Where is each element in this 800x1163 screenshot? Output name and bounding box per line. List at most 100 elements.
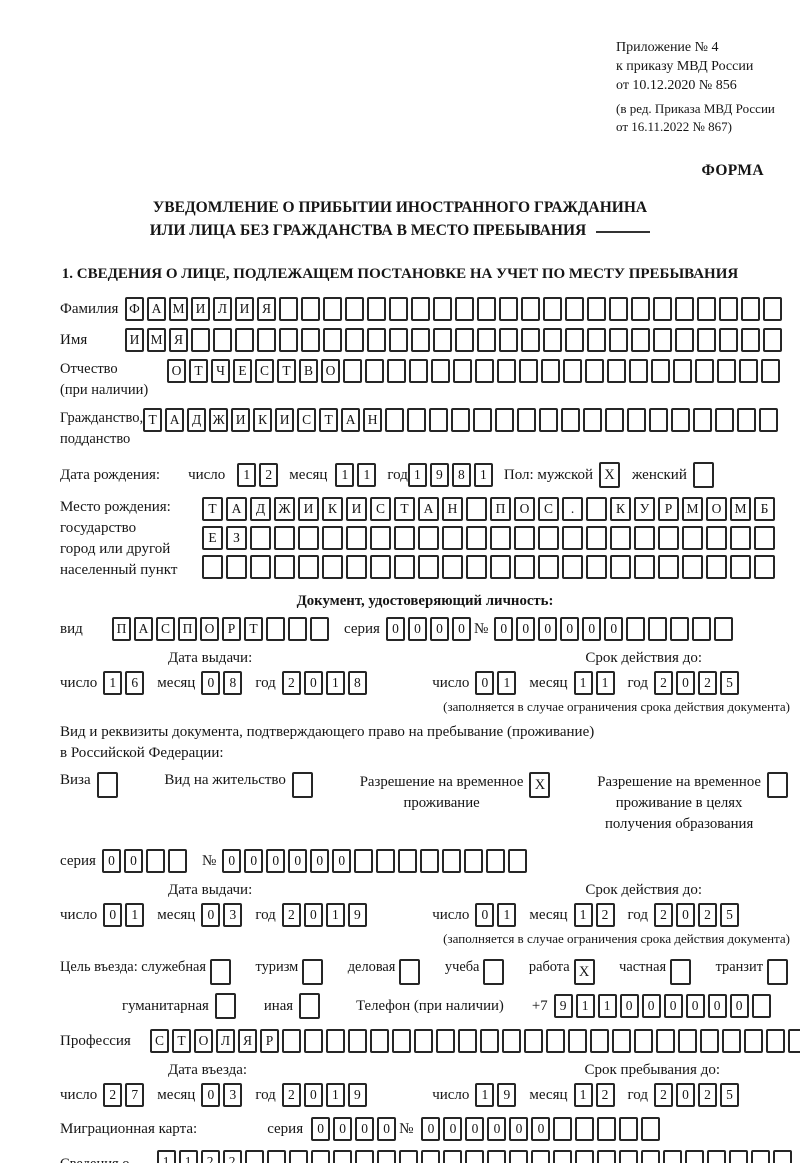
char-cell[interactable]: 1 — [475, 1083, 495, 1107]
char-cell[interactable]: 0 — [494, 617, 514, 641]
purpose-study-checkbox[interactable] — [483, 959, 505, 985]
char-cell[interactable] — [519, 359, 538, 383]
char-cell[interactable] — [641, 1117, 661, 1141]
char-cell[interactable] — [741, 297, 760, 321]
char-cell[interactable]: 0 — [429, 617, 449, 641]
char-cell[interactable] — [761, 359, 780, 383]
char-cell[interactable] — [754, 555, 775, 579]
char-cell[interactable]: 0 — [288, 849, 308, 873]
char-cell[interactable] — [376, 1150, 396, 1163]
char-cell[interactable]: 0 — [303, 1083, 323, 1107]
char-cell[interactable]: П — [490, 497, 511, 521]
char-cell[interactable]: И — [191, 297, 210, 321]
char-cell[interactable]: 0 — [103, 903, 123, 927]
char-cell[interactable] — [486, 1150, 506, 1163]
char-cell[interactable] — [543, 297, 562, 321]
char-cell[interactable] — [653, 297, 672, 321]
char-cell[interactable]: 0 — [303, 671, 323, 695]
char-cell[interactable]: 0 — [538, 617, 558, 641]
char-cell[interactable]: О — [514, 497, 535, 521]
char-cell[interactable] — [499, 328, 518, 352]
char-cell[interactable]: 0 — [676, 1083, 695, 1107]
char-cell[interactable] — [574, 1150, 594, 1163]
char-cell[interactable]: 2 — [222, 1150, 242, 1163]
char-cell[interactable] — [279, 297, 298, 321]
char-cell[interactable]: 2 — [654, 903, 673, 927]
char-cell[interactable] — [658, 526, 679, 550]
char-cell[interactable]: 0 — [123, 849, 143, 873]
char-cell[interactable] — [763, 328, 782, 352]
char-cell[interactable] — [301, 297, 320, 321]
char-cell[interactable] — [346, 526, 367, 550]
char-cell[interactable]: И — [231, 408, 251, 432]
char-cell[interactable] — [418, 555, 439, 579]
char-cell[interactable]: 5 — [720, 671, 739, 695]
char-cell[interactable] — [678, 1029, 697, 1053]
char-cell[interactable] — [398, 1150, 418, 1163]
char-cell[interactable]: 2 — [281, 671, 301, 695]
char-cell[interactable]: С — [150, 1029, 169, 1053]
char-cell[interactable] — [751, 994, 771, 1018]
char-cell[interactable]: 2 — [698, 903, 717, 927]
char-cell[interactable] — [788, 1029, 800, 1053]
char-cell[interactable]: 0 — [531, 1117, 551, 1141]
char-cell[interactable] — [634, 1029, 653, 1053]
char-cell[interactable]: Ч — [211, 359, 230, 383]
char-cell[interactable] — [618, 1150, 638, 1163]
char-cell[interactable] — [389, 297, 408, 321]
char-cell[interactable]: 0 — [333, 1117, 353, 1141]
char-cell[interactable]: 0 — [560, 617, 580, 641]
char-cell[interactable] — [499, 297, 518, 321]
char-cell[interactable]: П — [178, 617, 197, 641]
purpose-humanitarian-checkbox[interactable] — [214, 993, 236, 1019]
char-cell[interactable]: 1 — [597, 994, 617, 1018]
char-cell[interactable]: И — [298, 497, 319, 521]
char-cell[interactable] — [692, 617, 712, 641]
char-cell[interactable] — [414, 1029, 433, 1053]
char-cell[interactable] — [279, 328, 298, 352]
char-cell[interactable]: Я — [238, 1029, 257, 1053]
char-cell[interactable]: Р — [658, 497, 679, 521]
char-cell[interactable]: А — [147, 297, 166, 321]
char-cell[interactable] — [466, 526, 487, 550]
char-cell[interactable] — [586, 555, 607, 579]
char-cell[interactable]: С — [370, 497, 391, 521]
char-cell[interactable]: 1 — [125, 903, 145, 927]
char-cell[interactable] — [671, 408, 691, 432]
char-cell[interactable] — [323, 328, 342, 352]
char-cell[interactable]: М — [147, 328, 166, 352]
char-cell[interactable]: Н — [363, 408, 383, 432]
char-cell[interactable]: С — [297, 408, 317, 432]
char-cell[interactable]: 0 — [385, 617, 405, 641]
purpose-official-checkbox[interactable] — [210, 959, 232, 985]
char-cell[interactable]: 0 — [443, 1117, 463, 1141]
char-cell[interactable]: Е — [233, 359, 252, 383]
char-cell[interactable]: 1 — [407, 463, 427, 487]
char-cell[interactable]: 0 — [475, 671, 495, 695]
char-cell[interactable] — [605, 408, 625, 432]
purpose-work-checkbox[interactable]: X — [573, 959, 595, 985]
purpose-tourism-checkbox[interactable] — [302, 959, 324, 985]
char-cell[interactable]: Т — [172, 1029, 191, 1053]
char-cell[interactable]: И — [125, 328, 144, 352]
char-cell[interactable]: 0 — [222, 849, 242, 873]
char-cell[interactable]: Т — [143, 408, 163, 432]
char-cell[interactable]: М — [730, 497, 751, 521]
char-cell[interactable]: 9 — [429, 463, 449, 487]
char-cell[interactable]: 5 — [720, 903, 739, 927]
char-cell[interactable]: 0 — [729, 994, 749, 1018]
char-cell[interactable] — [420, 849, 440, 873]
char-cell[interactable]: О — [167, 359, 186, 383]
residence-permit-checkbox[interactable] — [291, 772, 313, 798]
char-cell[interactable] — [648, 617, 668, 641]
char-cell[interactable] — [651, 359, 670, 383]
char-cell[interactable] — [365, 359, 384, 383]
char-cell[interactable]: А — [134, 617, 153, 641]
char-cell[interactable] — [367, 297, 386, 321]
char-cell[interactable] — [354, 849, 374, 873]
purpose-business-checkbox[interactable] — [399, 959, 421, 985]
char-cell[interactable] — [530, 1150, 550, 1163]
char-cell[interactable] — [322, 555, 343, 579]
char-cell[interactable]: С — [255, 359, 274, 383]
char-cell[interactable] — [411, 328, 430, 352]
